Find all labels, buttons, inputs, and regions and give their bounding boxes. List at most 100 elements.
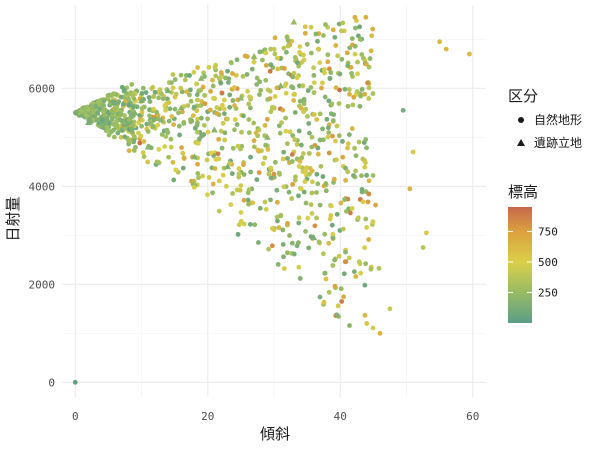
natural-terrain-point [109, 116, 115, 122]
natural-terrain-point [173, 91, 179, 97]
natural-terrain-point [155, 116, 161, 122]
plot-grid [62, 5, 486, 397]
site-location-point [111, 99, 119, 106]
natural-terrain-point [206, 175, 212, 180]
natural-terrain-point [298, 105, 304, 111]
natural-terrain-point [265, 97, 271, 102]
natural-terrain-point [301, 96, 307, 102]
natural-terrain-point [234, 122, 240, 127]
elevation-colorbar [508, 207, 532, 323]
natural-terrain-point [130, 104, 136, 110]
natural-terrain-point [216, 178, 222, 184]
natural-terrain-point [329, 101, 335, 107]
natural-terrain-point [293, 174, 298, 180]
natural-terrain-point [296, 193, 301, 199]
natural-terrain-point [163, 134, 169, 139]
natural-terrain-point [283, 115, 288, 121]
natural-terrain-point [216, 156, 222, 162]
natural-terrain-point [194, 81, 199, 87]
natural-terrain-point [284, 49, 289, 55]
natural-terrain-point [423, 230, 429, 236]
natural-terrain-point [101, 102, 106, 108]
natural-terrain-point [322, 70, 327, 76]
natural-terrain-point [269, 226, 275, 231]
natural-terrain-point [340, 154, 346, 160]
natural-terrain-point [202, 122, 207, 128]
natural-terrain-point [73, 110, 79, 115]
natural-terrain-point [310, 179, 315, 185]
natural-terrain-point [218, 80, 224, 86]
natural-terrain-point [300, 83, 306, 89]
natural-terrain-point [200, 84, 206, 90]
natural-terrain-point [316, 46, 322, 52]
natural-terrain-point [303, 200, 309, 206]
natural-terrain-point [225, 68, 230, 74]
natural-terrain-point [222, 137, 228, 143]
natural-terrain-point [296, 128, 302, 134]
natural-terrain-point [311, 65, 316, 71]
natural-terrain-point [268, 46, 274, 52]
natural-terrain-point [274, 85, 280, 91]
natural-terrain-point [221, 165, 227, 171]
natural-terrain-point [276, 170, 282, 176]
legend-label-natural: 自然地形 [534, 112, 582, 127]
natural-terrain-point [280, 227, 286, 233]
site-location-point [144, 143, 152, 150]
natural-terrain-point [105, 93, 111, 98]
site-location-point [224, 163, 231, 170]
natural-terrain-point [227, 104, 233, 110]
natural-terrain-point [271, 171, 277, 177]
natural-terrain-point [216, 208, 222, 214]
natural-terrain-point [281, 45, 287, 51]
natural-terrain-point [263, 50, 269, 56]
natural-terrain-point [355, 71, 360, 77]
natural-terrain-point [198, 103, 204, 108]
natural-terrain-point [323, 22, 328, 27]
natural-terrain-point [296, 264, 302, 270]
natural-terrain-point [126, 96, 131, 102]
natural-terrain-point [265, 147, 271, 152]
natural-terrain-point [292, 137, 298, 142]
natural-terrain-point [210, 190, 215, 196]
natural-terrain-point [224, 116, 230, 122]
natural-terrain-point [222, 130, 228, 136]
natural-terrain-point [301, 101, 307, 107]
natural-terrain-point [309, 144, 315, 150]
natural-terrain-point [363, 261, 369, 267]
natural-terrain-point [130, 122, 136, 128]
natural-terrain-point [336, 101, 342, 107]
natural-terrain-point [231, 85, 237, 90]
natural-terrain-point [236, 166, 242, 171]
natural-terrain-point [307, 130, 312, 136]
natural-terrain-point [181, 156, 187, 161]
natural-terrain-point [213, 73, 219, 79]
natural-terrain-point [345, 141, 351, 147]
natural-terrain-point [326, 66, 332, 72]
natural-terrain-point [285, 250, 290, 256]
natural-terrain-point [256, 127, 262, 133]
natural-terrain-point [218, 128, 224, 134]
natural-terrain-point [166, 154, 171, 160]
natural-terrain-point [324, 116, 330, 122]
natural-terrain-point [334, 157, 339, 163]
site-location-point [277, 82, 284, 89]
natural-terrain-point [328, 203, 334, 209]
natural-terrain-point [289, 196, 295, 201]
natural-terrain-point [315, 181, 321, 187]
natural-terrain-point [351, 94, 357, 100]
natural-terrain-point [245, 190, 251, 196]
natural-terrain-point [312, 223, 318, 229]
natural-terrain-point [318, 163, 324, 169]
natural-terrain-point [364, 172, 370, 178]
natural-terrain-point [290, 181, 295, 187]
natural-terrain-point [357, 103, 363, 109]
natural-terrain-point [340, 226, 346, 232]
natural-terrain-point [345, 103, 351, 109]
natural-terrain-point [366, 237, 372, 242]
natural-terrain-point [362, 91, 368, 97]
natural-terrain-point [126, 117, 132, 123]
natural-terrain-point [291, 98, 297, 103]
shape-legend: 区分 自然地形 遺跡立地 [508, 87, 582, 150]
natural-terrain-point [353, 168, 359, 174]
natural-terrain-point [230, 191, 236, 196]
